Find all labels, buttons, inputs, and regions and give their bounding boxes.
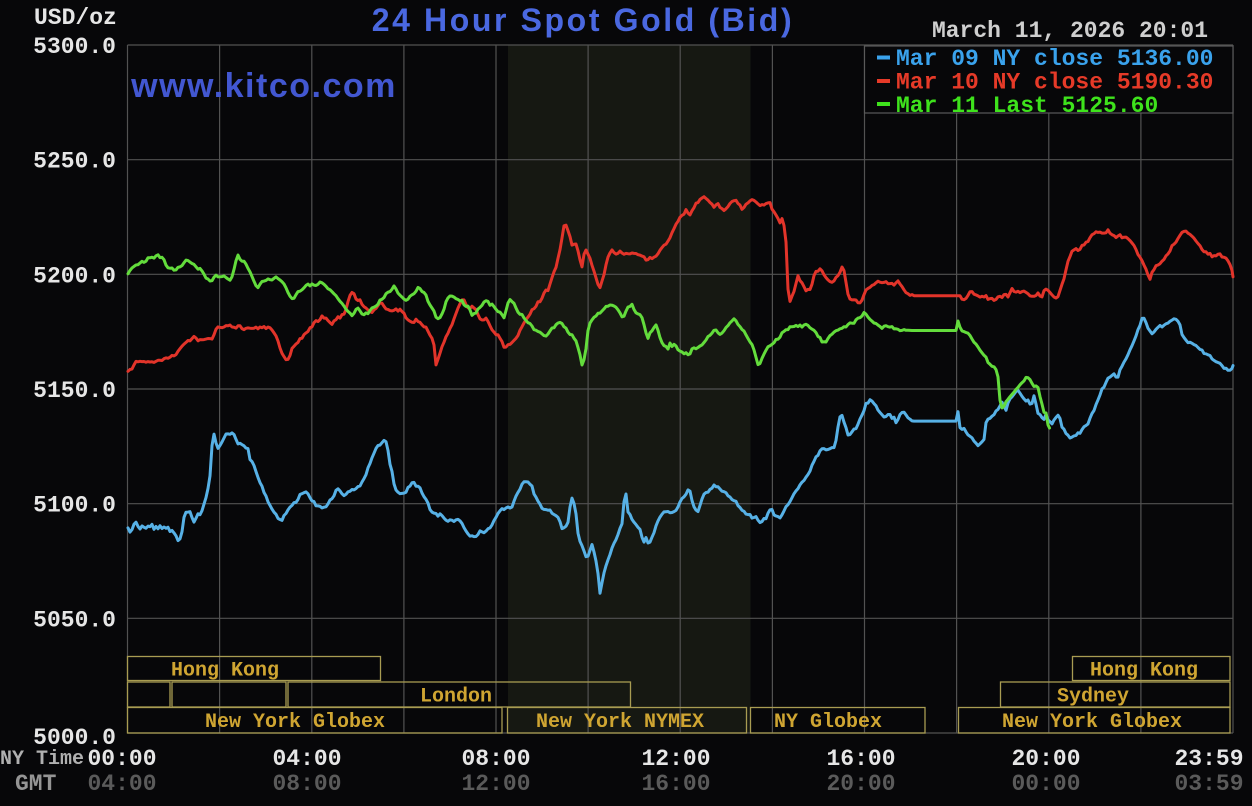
svg-text:www.kitco.com: www.kitco.com: [130, 67, 397, 105]
svg-text:08:00: 08:00: [461, 746, 530, 772]
svg-text:Mar 10 NY close 5190.30: Mar 10 NY close 5190.30: [896, 70, 1213, 96]
svg-text:Hong Kong: Hong Kong: [171, 660, 279, 683]
svg-text:04:00: 04:00: [87, 771, 156, 797]
svg-text:03:59: 03:59: [1174, 771, 1243, 797]
svg-text:Mar 11 Last 5125.60: Mar 11 Last 5125.60: [896, 93, 1158, 119]
svg-text:5200.0: 5200.0: [33, 263, 116, 289]
svg-text:New York Globex: New York Globex: [205, 711, 385, 734]
svg-text:NY Time: NY Time: [0, 748, 84, 771]
svg-text:London: London: [420, 686, 492, 709]
svg-text:New York NYMEX: New York NYMEX: [536, 711, 704, 734]
svg-text:Mar 09 NY close 5136.00: Mar 09 NY close 5136.00: [896, 46, 1213, 72]
svg-text:12:00: 12:00: [641, 746, 710, 772]
svg-text:12:00: 12:00: [461, 771, 530, 797]
svg-text:USD/oz: USD/oz: [34, 5, 117, 31]
svg-text:16:00: 16:00: [641, 771, 710, 797]
svg-text:23:59: 23:59: [1174, 746, 1243, 772]
svg-text:5050.0: 5050.0: [33, 607, 116, 633]
svg-text:00:00: 00:00: [1011, 771, 1080, 797]
svg-text:20:00: 20:00: [1011, 746, 1080, 772]
svg-text:04:00: 04:00: [272, 746, 341, 772]
svg-text:08:00: 08:00: [272, 771, 341, 797]
svg-text:00:00: 00:00: [87, 746, 156, 772]
svg-text:20:00: 20:00: [826, 771, 895, 797]
svg-text:New York Globex: New York Globex: [1002, 711, 1182, 734]
svg-text:16:00: 16:00: [826, 746, 895, 772]
svg-text:Sydney: Sydney: [1057, 686, 1129, 709]
svg-text:5100.0: 5100.0: [33, 493, 116, 519]
svg-text:5300.0: 5300.0: [33, 34, 116, 60]
svg-text:NY Globex: NY Globex: [774, 711, 882, 734]
svg-text:5150.0: 5150.0: [33, 378, 116, 404]
svg-text:24 Hour Spot Gold (Bid): 24 Hour Spot Gold (Bid): [372, 2, 794, 38]
svg-text:March 11, 2026 20:01: March 11, 2026 20:01: [932, 18, 1208, 44]
svg-text:5000.0: 5000.0: [33, 725, 116, 751]
svg-text:Hong Kong: Hong Kong: [1090, 660, 1198, 683]
svg-text:GMT: GMT: [15, 771, 57, 797]
svg-text:5250.0: 5250.0: [33, 149, 116, 175]
